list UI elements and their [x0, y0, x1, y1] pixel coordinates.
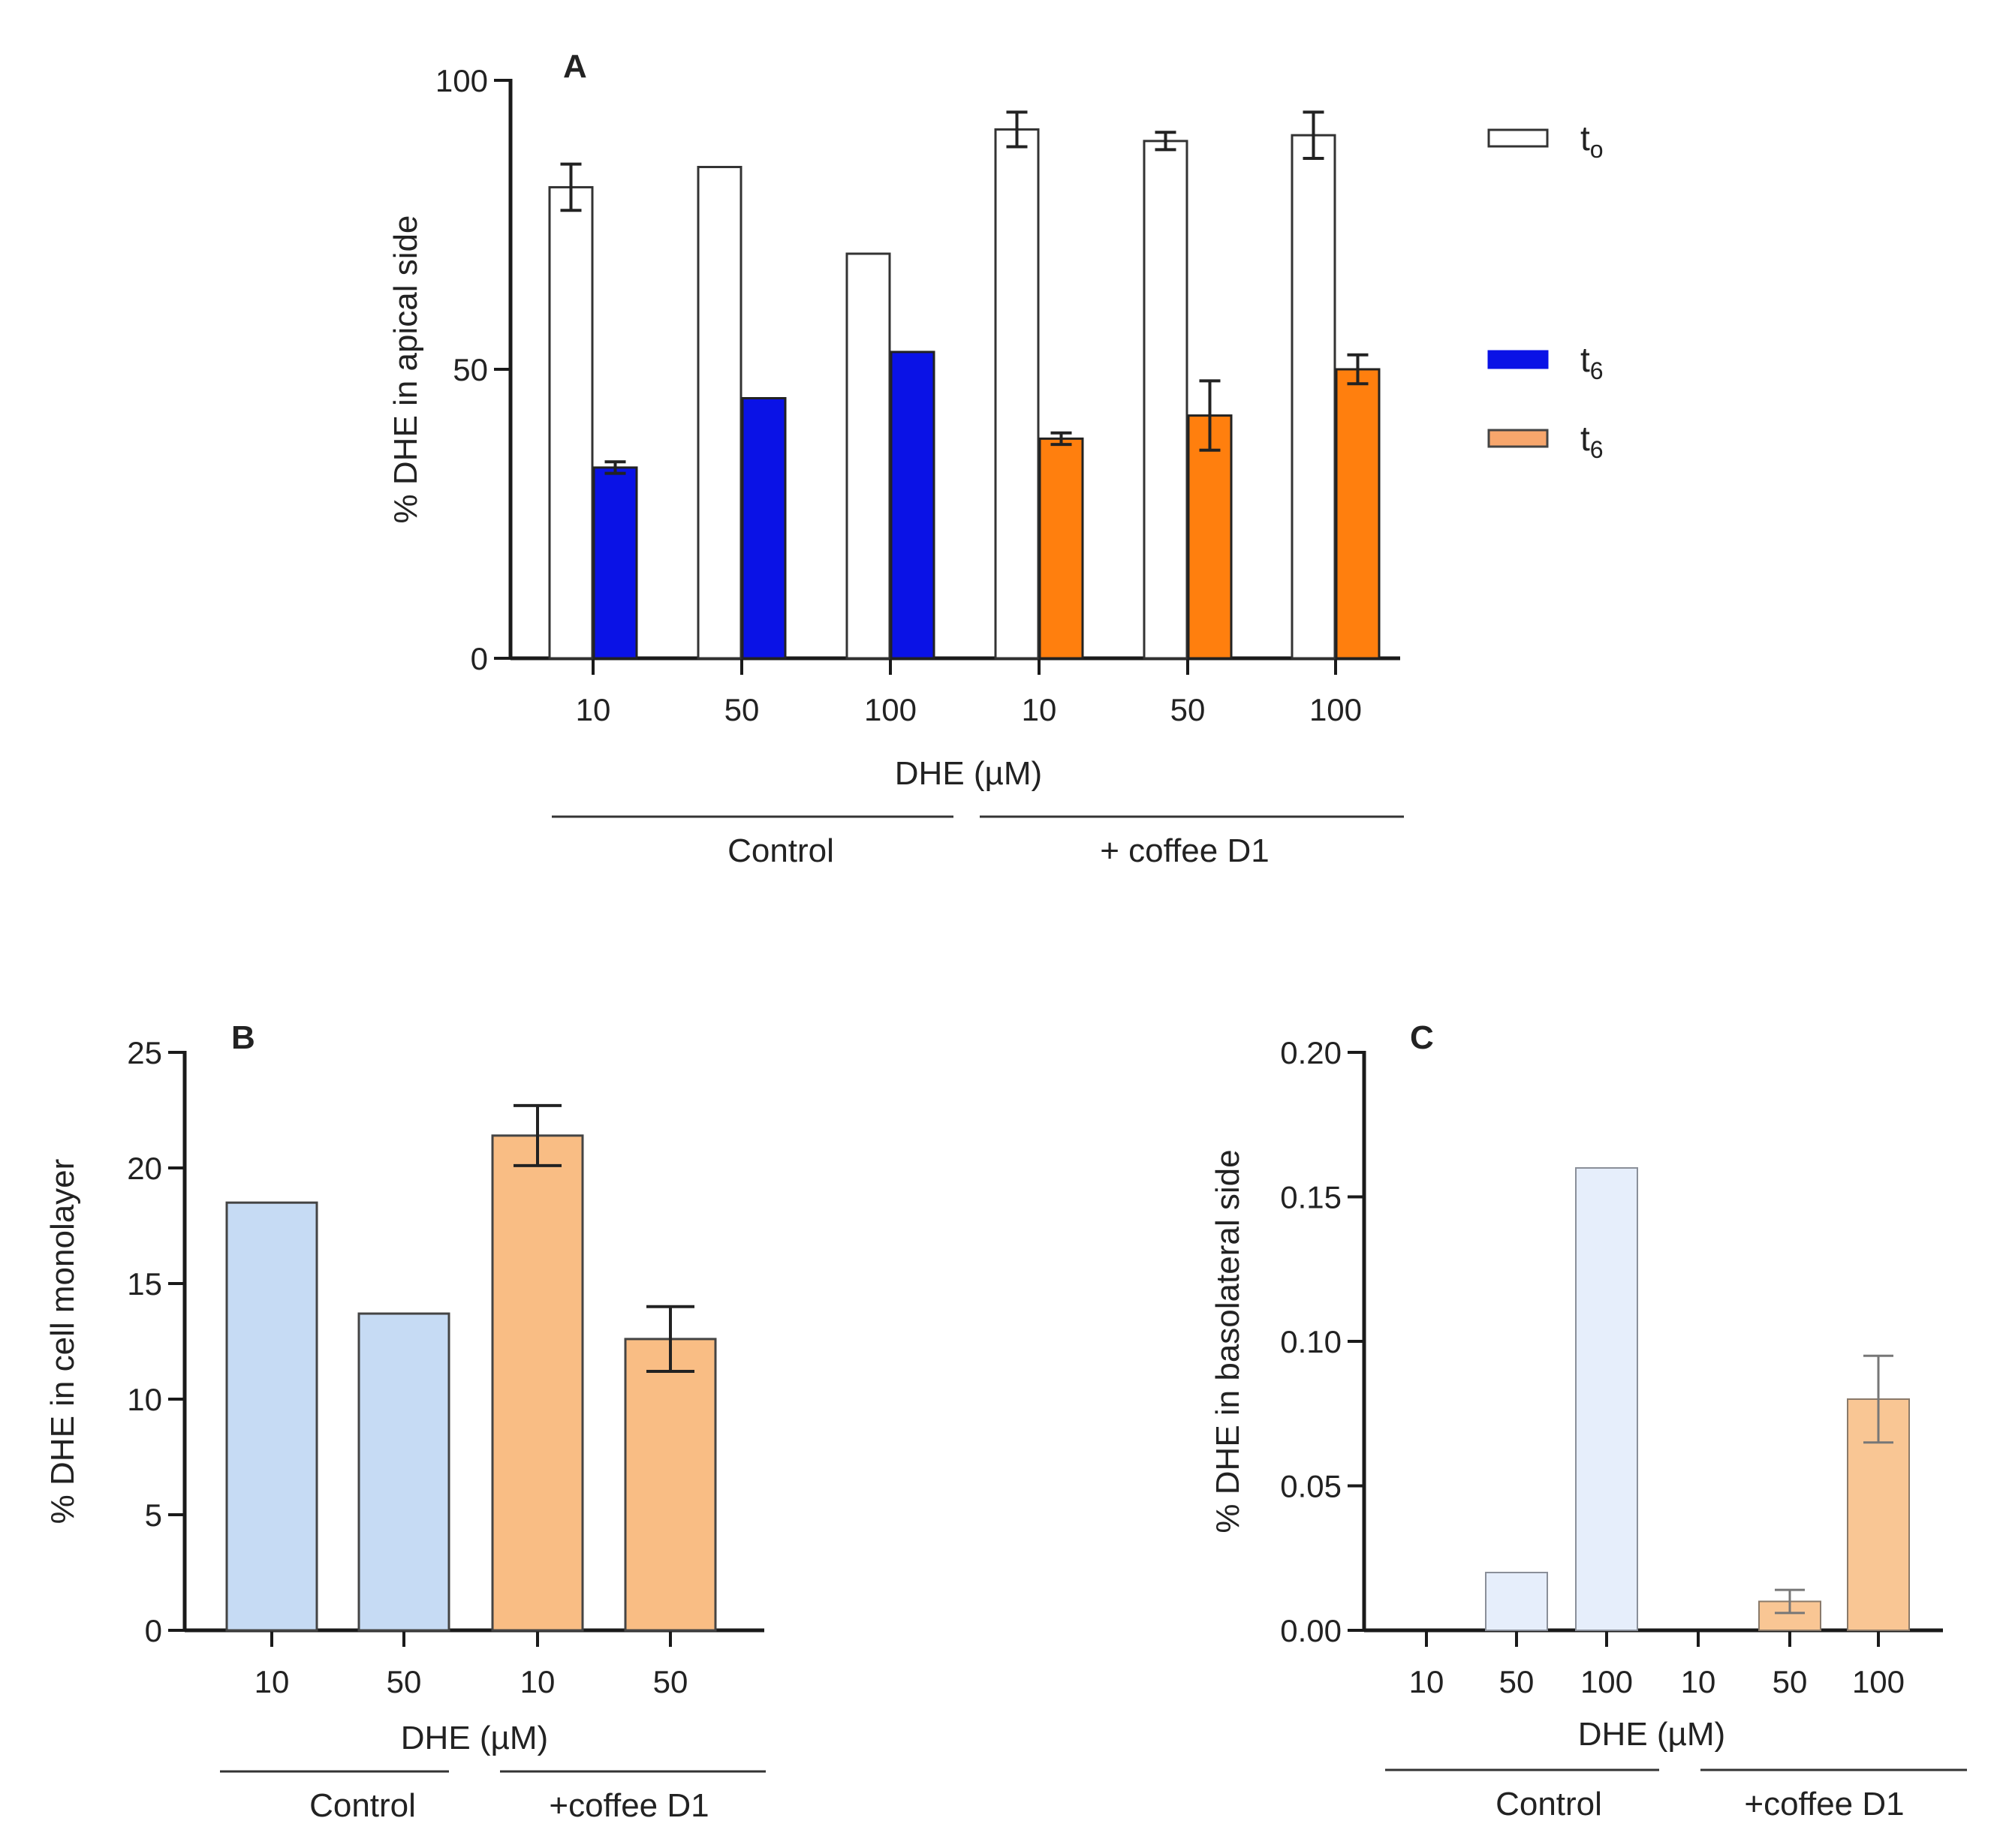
- panel-a-bar-t0: [548, 185, 594, 660]
- panel-a-bar-t6-control: [741, 397, 787, 660]
- panel-a-x-tick-label: 50: [1170, 692, 1206, 727]
- panel-a-group-label: Control: [727, 832, 834, 869]
- panel-c-x-tick-label: 10: [1409, 1664, 1444, 1699]
- panel-a-bar-t6-coffee: [1038, 437, 1084, 660]
- legend-swatch-1: [1487, 350, 1549, 369]
- panel-b-y-tick-label: 10: [127, 1382, 162, 1417]
- panel-a-group-label: + coffee D1: [1100, 832, 1269, 869]
- panel-a-x-tick-label: 10: [1022, 692, 1057, 727]
- panel-a-bar-t0: [1143, 140, 1188, 660]
- panel-c-x-tick-label: 100: [1852, 1664, 1905, 1699]
- panel-c-y-tick-label: 0.00: [1280, 1613, 1342, 1648]
- panel-c-label: C: [1410, 1019, 1434, 1056]
- panel-a-bar-t0: [1291, 134, 1336, 660]
- panel-c-x-tick-label: 100: [1580, 1664, 1633, 1699]
- panel-a-label: A: [563, 48, 587, 85]
- legend-label-0: to: [1580, 119, 1604, 163]
- panel-a-x-tick-label: 100: [1309, 692, 1362, 727]
- panel-c-y-tick-label: 0.10: [1280, 1324, 1342, 1359]
- panel-b-bar-control: [225, 1201, 318, 1632]
- legend-swatch-0: [1487, 128, 1549, 148]
- panel-b-group-label: +coffee D1: [549, 1787, 709, 1824]
- panel-a-bar-t0: [994, 128, 1040, 660]
- legend-swatch-2: [1487, 429, 1549, 448]
- panel-b-label: B: [231, 1019, 255, 1056]
- panel-a-x-tick-label: 100: [864, 692, 917, 727]
- panel-b-x-axis-title: DHE (µM): [401, 1720, 548, 1756]
- panel-c-bar-control: [1575, 1167, 1638, 1631]
- legend-label-2: t6: [1580, 419, 1604, 463]
- panel-b-y-tick-label: 15: [127, 1266, 162, 1302]
- panel-a-bar-t0: [697, 166, 742, 660]
- panel-a-bar-t6-control: [592, 466, 638, 660]
- panel-c-group-label: Control: [1495, 1786, 1602, 1822]
- panel-b-group-label: Control: [309, 1787, 416, 1824]
- panel-b-x-tick-label: 10: [520, 1664, 556, 1699]
- panel-a-bar-t6-control: [890, 351, 935, 660]
- panel-b-x-tick-label: 50: [653, 1664, 688, 1699]
- panel-c-y-tick-label: 0.20: [1280, 1035, 1342, 1070]
- panel-b-bar-control: [357, 1312, 450, 1632]
- panel-b-x-tick-label: 10: [255, 1664, 290, 1699]
- panel-a-y-axis-title: % DHE in apical side: [387, 215, 424, 524]
- panel-b-y-tick-label: 0: [145, 1613, 162, 1648]
- legend-label-1: t6: [1580, 340, 1604, 384]
- panel-c-bar-control: [1485, 1572, 1548, 1631]
- panel-b-y-tick-label: 25: [127, 1035, 162, 1070]
- panel-b-x-tick-label: 50: [387, 1664, 422, 1699]
- panel-a-y-tick-label: 100: [435, 63, 488, 98]
- panel-c-y-tick-label: 0.05: [1280, 1469, 1342, 1504]
- panel-a-x-tick-label: 10: [576, 692, 611, 727]
- panel-a-x-axis-title: DHE (µM): [895, 755, 1042, 792]
- panel-c-x-tick-label: 50: [1773, 1664, 1808, 1699]
- panel-a-y-tick-label: 50: [453, 352, 488, 387]
- panel-b-y-tick-label: 20: [127, 1151, 162, 1186]
- panel-a-y-tick-label: 0: [471, 641, 488, 676]
- panel-b-y-tick-label: 5: [145, 1497, 162, 1533]
- panel-b-bar-coffee: [624, 1338, 717, 1632]
- panel-a-x-tick-label: 50: [724, 692, 760, 727]
- panel-c-x-tick-label: 50: [1499, 1664, 1535, 1699]
- panel-b-y-axis-title: % DHE in cell monolayer: [44, 1159, 81, 1524]
- panel-c-x-axis-title: DHE (µM): [1578, 1716, 1725, 1753]
- panel-c-y-tick-label: 0.15: [1280, 1180, 1342, 1215]
- panel-a-bar-t6-coffee: [1335, 368, 1381, 660]
- panel-c-group-label: +coffee D1: [1744, 1786, 1904, 1822]
- panel-a-bar-t6-coffee: [1187, 414, 1233, 660]
- panel-c-x-tick-label: 10: [1681, 1664, 1716, 1699]
- panel-a-bar-t0: [845, 252, 891, 660]
- panel-c-y-axis-title: % DHE in basolateral side: [1209, 1149, 1246, 1533]
- panel-b-bar-coffee: [491, 1134, 584, 1632]
